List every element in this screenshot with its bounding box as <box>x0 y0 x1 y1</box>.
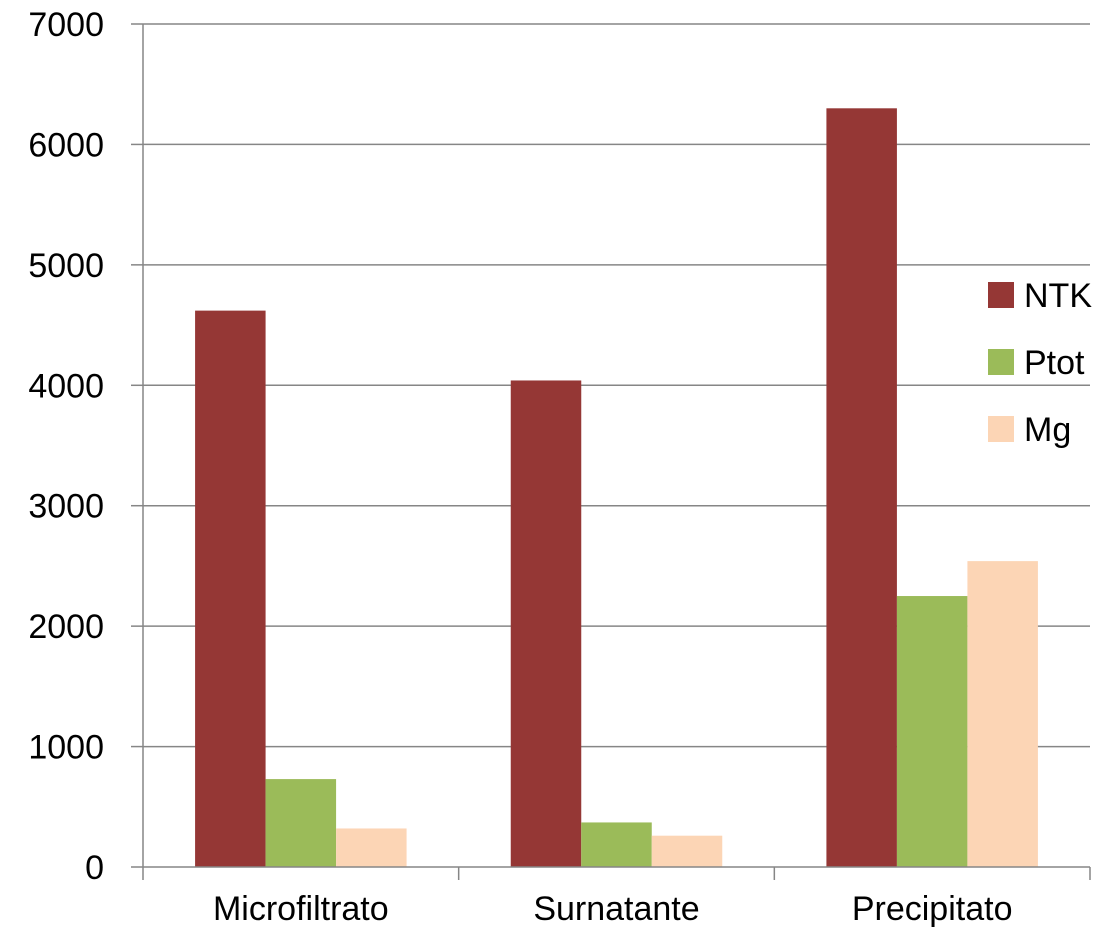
legend-swatch-mg <box>988 416 1014 442</box>
bar-ntk-precipitato <box>826 108 897 868</box>
axes <box>131 23 1091 880</box>
y-tick-label: 7000 <box>28 6 104 44</box>
legend-label-ptot: Ptot <box>1024 344 1085 382</box>
bar-mg-microfiltrato <box>336 828 407 867</box>
x-tick-label: Microfiltrato <box>213 890 389 928</box>
y-tick-label: 4000 <box>28 367 104 405</box>
bar-ptot-microfiltrato <box>265 779 337 867</box>
y-tick-label: 1000 <box>28 729 104 767</box>
y-tick-label: 0 <box>85 849 104 887</box>
legend-swatch-ntk <box>988 282 1014 308</box>
legend-swatch-ptot <box>988 349 1014 375</box>
legend-label-ntk: NTK <box>1024 277 1092 315</box>
y-tick-label: 3000 <box>28 488 104 526</box>
y-tick-label: 6000 <box>28 126 104 164</box>
legend: NTK Ptot Mg <box>988 277 1092 449</box>
bars <box>195 108 1038 868</box>
x-axis-tick-labels: Microfiltrato Surnatante Precipitato <box>213 890 1013 928</box>
y-tick-label: 2000 <box>28 608 104 646</box>
bar-ntk-microfiltrato <box>195 310 266 867</box>
y-tick-label: 5000 <box>28 247 104 285</box>
gridlines <box>143 23 1090 748</box>
bar-ptot-precipitato <box>896 596 968 867</box>
bar-mg-surnatante <box>651 835 723 867</box>
x-tick-label: Precipitato <box>852 890 1013 928</box>
legend-label-mg: Mg <box>1024 411 1071 449</box>
bar-ptot-surnatante <box>581 822 652 867</box>
y-axis-tick-labels: 0 1000 2000 3000 4000 5000 6000 7000 <box>28 6 104 887</box>
bar-mg-precipitato <box>967 561 1038 867</box>
bar-ntk-surnatante <box>510 380 582 867</box>
x-tick-label: Surnatante <box>533 890 699 928</box>
